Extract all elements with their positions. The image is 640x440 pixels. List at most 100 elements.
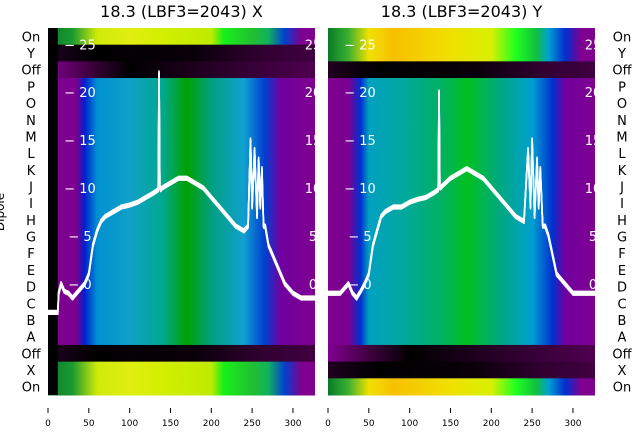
y2-tick-label: 25 bbox=[305, 38, 322, 53]
y2-tick-label: 5 bbox=[589, 230, 597, 245]
row-label: On bbox=[613, 381, 631, 396]
heatmap-row-e bbox=[48, 261, 315, 279]
row-label: K bbox=[618, 164, 627, 179]
row-label: N bbox=[26, 114, 36, 129]
heatmap-row-f bbox=[328, 244, 595, 263]
chart-title: 18.3 (LBF3=2043) X bbox=[100, 2, 263, 21]
trace-line bbox=[48, 73, 315, 315]
heatmap-row-l bbox=[48, 144, 315, 162]
row-label: K bbox=[27, 164, 36, 179]
heatmap-row-x bbox=[328, 361, 595, 379]
row-label: On bbox=[613, 30, 631, 45]
chart-title: 18.3 (LBF3=2043) Y bbox=[381, 2, 543, 21]
x-tick-label: 50 bbox=[83, 419, 95, 429]
y2-tick-label: 15 bbox=[305, 134, 322, 149]
heatmap-row-m bbox=[48, 128, 315, 146]
row-label: L bbox=[27, 147, 35, 162]
x-tick-label: 250 bbox=[524, 419, 541, 429]
row-label: Off bbox=[21, 347, 41, 362]
y2-tick-label: − 20 bbox=[344, 86, 376, 101]
row-label: F bbox=[618, 247, 625, 262]
row-label: On bbox=[22, 30, 40, 45]
y2-tick-label: − 25 bbox=[64, 38, 96, 53]
row-label: I bbox=[29, 197, 33, 212]
row-label: H bbox=[26, 214, 36, 229]
y2-tick-label: − 10 bbox=[344, 182, 376, 197]
y2-tick-label: 10 bbox=[585, 182, 602, 197]
row-label: E bbox=[618, 264, 626, 279]
row-label: G bbox=[26, 231, 36, 246]
y2-tick-label: 20 bbox=[585, 86, 602, 101]
row-label: P bbox=[27, 80, 35, 95]
heatmap-row-g bbox=[48, 228, 315, 246]
heatmap-row-j bbox=[328, 178, 595, 196]
row-label: Y bbox=[617, 47, 626, 62]
row-label: D bbox=[26, 281, 36, 296]
row-label: P bbox=[618, 80, 626, 95]
row-label: L bbox=[618, 147, 626, 162]
heatmap-row-off bbox=[328, 61, 595, 79]
row-label: On bbox=[22, 381, 40, 396]
heatmap-row-off bbox=[48, 61, 315, 79]
x-tick-label: 0 bbox=[45, 419, 51, 429]
heatmap-row-p bbox=[48, 78, 315, 96]
heatmap-row-d bbox=[328, 278, 595, 296]
row-label: X bbox=[27, 364, 36, 379]
heatmap-row-p bbox=[328, 78, 595, 96]
row-label: M bbox=[616, 130, 627, 145]
heatmap-row-a bbox=[328, 328, 595, 346]
x-tick-label: 150 bbox=[162, 419, 179, 429]
row-label: I bbox=[620, 197, 624, 212]
x-tick-label: 50 bbox=[363, 419, 375, 429]
x-tick-label: 150 bbox=[442, 419, 459, 429]
row-label: J bbox=[619, 180, 624, 195]
heatmap-row-x bbox=[48, 361, 315, 379]
row-label: X bbox=[618, 364, 627, 379]
x-tick-label: 100 bbox=[121, 419, 138, 429]
heatmap-row-off bbox=[328, 344, 595, 363]
heatmap-row-on bbox=[328, 378, 595, 396]
x-tick-label: 200 bbox=[483, 419, 500, 429]
heatmap-row-h bbox=[48, 211, 315, 229]
row-label: J bbox=[28, 180, 33, 195]
y2-tick-label: − 10 bbox=[64, 182, 96, 197]
heatmap-row-m bbox=[328, 128, 595, 146]
y2-tick-label: − 15 bbox=[64, 134, 96, 149]
row-label: B bbox=[27, 314, 36, 329]
trace-line bbox=[328, 93, 595, 301]
heatmap-row-c bbox=[328, 294, 595, 313]
heatmap-row-y bbox=[328, 44, 595, 62]
heatmap-row-k bbox=[48, 161, 315, 179]
y2-tick-label: − 15 bbox=[344, 134, 376, 149]
heatmap-row-c bbox=[48, 294, 315, 313]
x-tick-label: 250 bbox=[244, 419, 261, 429]
y2-tick-label: 10 bbox=[305, 182, 322, 197]
row-label: Off bbox=[612, 347, 632, 362]
heatmap-row-h bbox=[328, 211, 595, 229]
y2-tick-label: − 5 bbox=[68, 230, 91, 245]
row-label: C bbox=[26, 297, 35, 312]
row-label: B bbox=[618, 314, 627, 329]
y2-tick-label: − 25 bbox=[344, 38, 376, 53]
y-axis-label: Dipole bbox=[0, 193, 7, 231]
heatmap-row-y bbox=[48, 44, 315, 62]
x-tick-label: 300 bbox=[564, 419, 581, 429]
row-label: H bbox=[617, 214, 627, 229]
heatmap-row-on bbox=[328, 28, 595, 46]
heatmap-row-on bbox=[48, 28, 315, 46]
row-label: G bbox=[617, 231, 627, 246]
heatmap-row-on bbox=[48, 378, 315, 396]
row-label: Off bbox=[612, 64, 632, 79]
row-label: F bbox=[27, 247, 34, 262]
heatmap-row-o bbox=[48, 94, 315, 112]
y2-tick-label: − 20 bbox=[64, 86, 96, 101]
heatmap-row-f bbox=[48, 244, 315, 263]
y2-tick-label: 15 bbox=[585, 134, 602, 149]
row-label: N bbox=[617, 114, 627, 129]
heatmap-row-a bbox=[48, 328, 315, 346]
y2-tick-label: 20 bbox=[305, 86, 322, 101]
row-label: M bbox=[25, 130, 36, 145]
heatmap-row-b bbox=[328, 311, 595, 329]
y2-tick-label: 0 bbox=[309, 278, 317, 293]
